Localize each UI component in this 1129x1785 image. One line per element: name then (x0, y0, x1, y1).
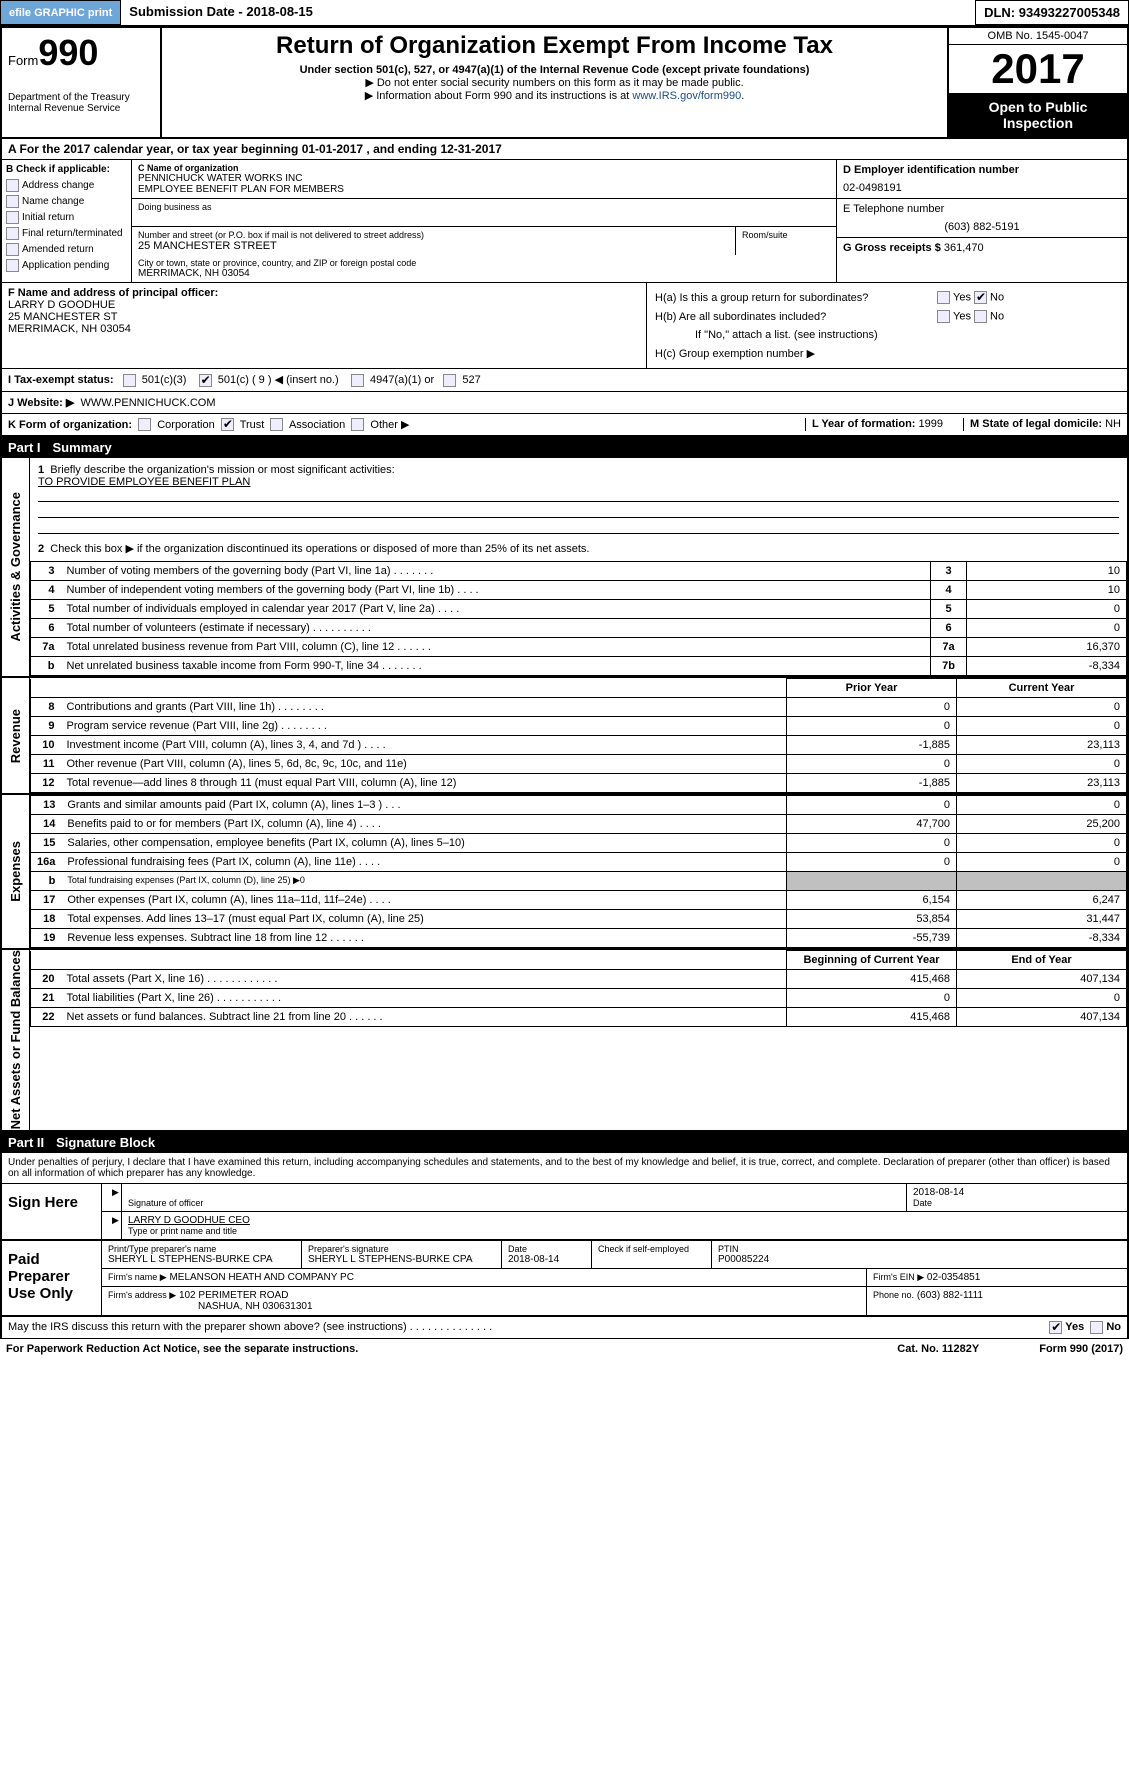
table-expenses: 13Grants and similar amounts paid (Part … (30, 795, 1127, 948)
checkbox-amended-return[interactable] (6, 243, 19, 256)
checkbox-discuss-no[interactable] (1090, 1321, 1103, 1334)
table-activities-governance: 3Number of voting members of the governi… (30, 561, 1127, 676)
checkbox-4947[interactable] (351, 374, 364, 387)
checkbox-initial-return[interactable] (6, 211, 19, 224)
line-j: J Website: ▶ WWW.PENNICHUCK.COM (0, 392, 1129, 414)
irs-link[interactable]: www.IRS.gov/form990 (632, 90, 741, 102)
table-revenue: Prior YearCurrent Year8Contributions and… (30, 678, 1127, 793)
submission-date: Submission Date - 2018-08-15 (121, 0, 321, 25)
checkbox-assoc[interactable] (270, 418, 283, 431)
col-d: D Employer identification number 02-0498… (837, 160, 1127, 282)
ssn-note: ▶ Do not enter social security numbers o… (168, 76, 941, 89)
col-c: C Name of organization PENNICHUCK WATER … (132, 160, 837, 282)
checkbox-application-pending[interactable] (6, 259, 19, 272)
open-inspection: Open to Public Inspection (949, 93, 1127, 137)
checkbox-hb-no[interactable] (974, 310, 987, 323)
table-net-assets: Beginning of Current YearEnd of Year20To… (30, 950, 1127, 1027)
tax-year: 2017 (949, 45, 1127, 93)
perjury-statement: Under penalties of perjury, I declare th… (0, 1153, 1129, 1183)
mission: TO PROVIDE EMPLOYEE BENEFIT PLAN (38, 476, 1119, 488)
section-activities-governance: Activities & Governance 1 Briefly descri… (0, 458, 1129, 678)
col-f: F Name and address of principal officer:… (2, 283, 647, 368)
org-street: 25 MANCHESTER STREET (138, 240, 729, 252)
col-b: B Check if applicable: Address change Na… (2, 160, 132, 282)
col-h: H(a) Is this a group return for subordin… (647, 283, 1127, 368)
checkbox-ha-no[interactable] (974, 291, 987, 304)
line-i: I Tax-exempt status: 501(c)(3) 501(c) ( … (0, 369, 1129, 392)
form-header: Form990 Department of the Treasury Inter… (0, 26, 1129, 139)
checkbox-name-change[interactable] (6, 195, 19, 208)
section-revenue: Revenue Prior YearCurrent Year8Contribut… (0, 678, 1129, 795)
section-bcd: B Check if applicable: Address change Na… (0, 160, 1129, 283)
checkbox-other[interactable] (351, 418, 364, 431)
gross-receipts: 361,470 (944, 242, 984, 254)
checkbox-address-change[interactable] (6, 179, 19, 192)
form-subtitle: Under section 501(c), 527, or 4947(a)(1)… (168, 64, 941, 76)
topbar: efile GRAPHIC print Submission Date - 20… (0, 0, 1129, 26)
website: WWW.PENNICHUCK.COM (80, 397, 215, 409)
org-name: PENNICHUCK WATER WORKS INC (138, 173, 830, 184)
efile-print-button[interactable]: efile GRAPHIC print (0, 0, 121, 25)
officer-signature: LARRY D GOODHUE CEO (128, 1215, 1121, 1226)
form-number-block: Form990 Department of the Treasury Inter… (2, 28, 162, 137)
section-fh: F Name and address of principal officer:… (0, 283, 1129, 369)
checkbox-hb-yes[interactable] (937, 310, 950, 323)
checkbox-501c[interactable] (199, 374, 212, 387)
section-net-assets: Net Assets or Fund Balances Beginning of… (0, 950, 1129, 1131)
dln: DLN: 93493227005348 (975, 0, 1129, 25)
discuss-line: May the IRS discuss this return with the… (0, 1317, 1129, 1339)
checkbox-corp[interactable] (138, 418, 151, 431)
line-a: A For the 2017 calendar year, or tax yea… (0, 139, 1129, 160)
part2-header: Part IISignature Block (0, 1132, 1129, 1153)
paid-preparer-block: Paid Preparer Use Only Print/Type prepar… (0, 1241, 1129, 1317)
checkbox-discuss-yes[interactable] (1049, 1321, 1062, 1334)
checkbox-final-return[interactable] (6, 227, 19, 240)
officer-name: LARRY D GOODHUE (8, 299, 640, 311)
checkbox-501c3[interactable] (123, 374, 136, 387)
org-city: MERRIMACK, NH 03054 (138, 268, 830, 279)
omb-number: OMB No. 1545-0047 (949, 28, 1127, 45)
checkbox-trust[interactable] (221, 418, 234, 431)
checkbox-ha-yes[interactable] (937, 291, 950, 304)
ein: 02-0498191 (843, 182, 1121, 194)
sign-here-block: Sign Here Signature of officer 2018-08-1… (0, 1183, 1129, 1241)
footer-bar: For Paperwork Reduction Act Notice, see … (0, 1339, 1129, 1359)
line-klm: K Form of organization: Corporation Trus… (0, 414, 1129, 438)
form-title: Return of Organization Exempt From Incom… (168, 32, 941, 60)
checkbox-527[interactable] (443, 374, 456, 387)
info-note: ▶ Information about Form 990 and its ins… (168, 89, 941, 102)
part1-header: Part ISummary (0, 437, 1129, 458)
telephone: (603) 882-5191 (843, 221, 1121, 233)
section-expenses: Expenses 13Grants and similar amounts pa… (0, 795, 1129, 950)
